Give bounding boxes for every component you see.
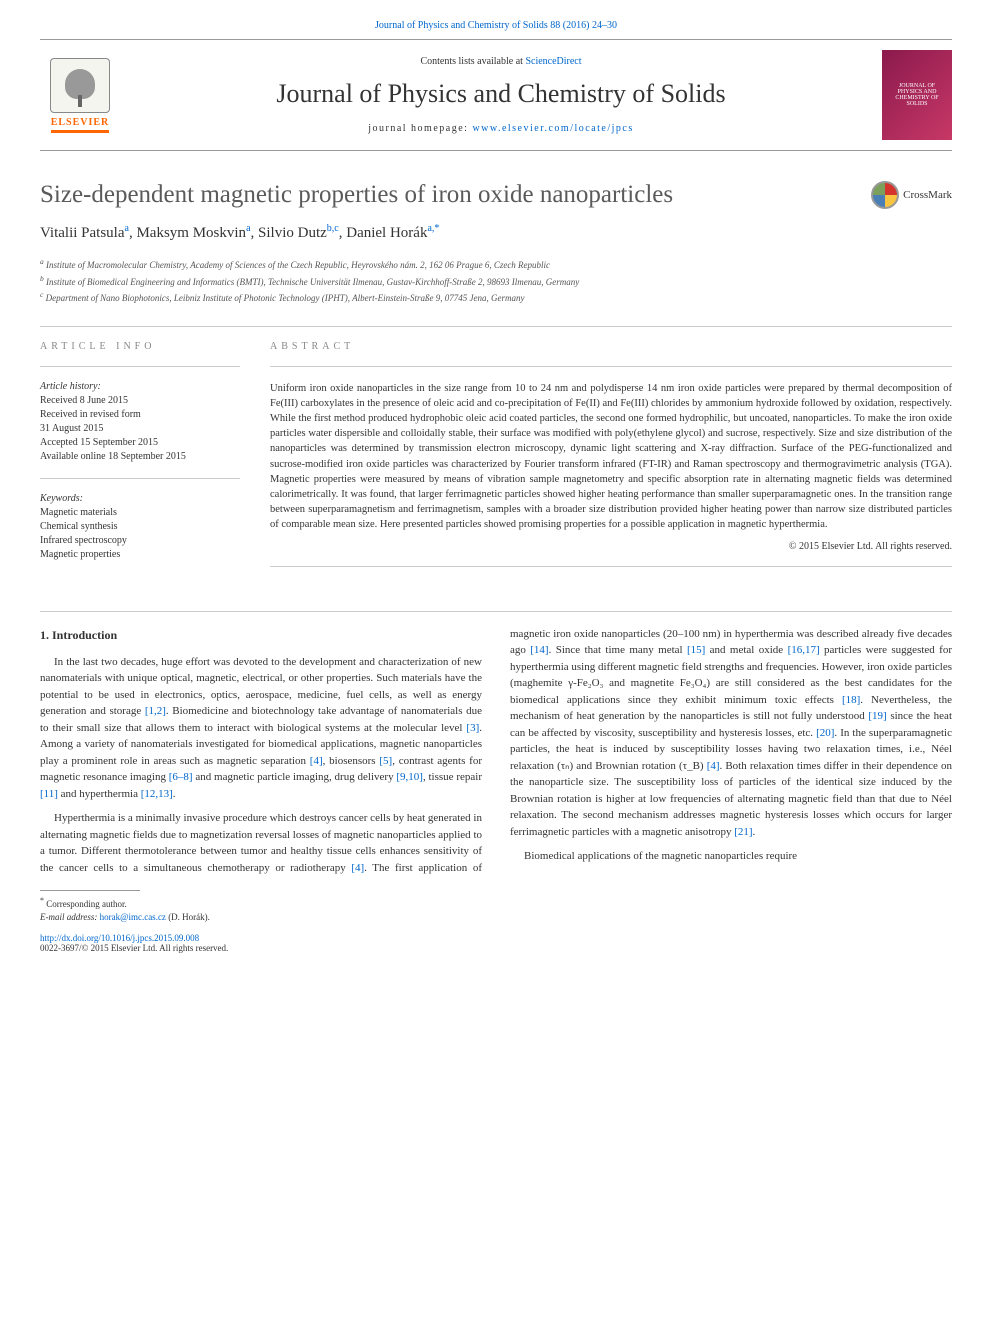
divider [270,366,952,367]
article-body: 1. Introduction In the last two decades,… [40,626,952,877]
info-abstract-row: ARTICLE INFO Article history: Received 8… [40,341,952,581]
author-2-aff[interactable]: a [246,223,250,234]
elsevier-label: ELSEVIER [51,117,110,133]
doi-line: http://dx.doi.org/10.1016/j.jpcs.2015.09… [40,933,952,943]
ref-12-13[interactable]: [12,13] [141,788,173,800]
header-center: Contents lists available at ScienceDirec… [120,56,882,134]
article-info-column: ARTICLE INFO Article history: Received 8… [40,341,240,581]
crossmark-widget[interactable]: CrossMark [871,181,952,209]
history-revised-1: Received in revised form [40,408,240,422]
affiliations: a Institute of Macromolecular Chemistry,… [40,256,952,306]
email-footnote: E-mail address: horak@imc.cas.cz (D. Hor… [40,911,952,924]
divider [40,366,240,367]
ref-21[interactable]: [21] [734,826,752,838]
ref-9-10[interactable]: [9,10] [396,771,423,783]
corr-author-label: Corresponding author. [46,899,127,909]
history-label: Article history: [40,381,240,392]
affiliation-b: b Institute of Biomedical Engineering an… [40,273,952,290]
divider [270,566,952,567]
keyword-1: Magnetic materials [40,506,240,520]
affiliation-c: c Department of Nano Biophotonics, Leibn… [40,289,952,306]
body-para-1: In the last two decades, huge effort was… [40,654,482,803]
ref-16-17[interactable]: [16,17] [788,644,820,656]
elsevier-logo[interactable]: ELSEVIER [40,50,120,140]
contents-line: Contents lists available at ScienceDirec… [120,56,882,67]
ref-1-2[interactable]: [1,2] [145,705,166,717]
homepage-prefix: journal homepage: [368,123,472,134]
body-para-3: Biomedical applications of the magnetic … [510,848,952,865]
journal-title: Journal of Physics and Chemistry of Soli… [120,79,882,109]
abstract-column: ABSTRACT Uniform iron oxide nanoparticle… [270,341,952,581]
history-accepted: Accepted 15 September 2015 [40,436,240,450]
ref-15[interactable]: [15] [687,644,705,656]
issn-line: 0022-3697/© 2015 Elsevier Ltd. All right… [40,943,952,953]
cover-text-top: JOURNAL OF PHYSICS AND [886,83,948,95]
ref-19[interactable]: [19] [868,710,886,722]
ref-18[interactable]: [18] [842,694,860,706]
abstract-text: Uniform iron oxide nanoparticles in the … [270,381,952,533]
ref-11[interactable]: [11] [40,788,58,800]
keyword-3: Infrared spectroscopy [40,534,240,548]
ref-20[interactable]: [20] [816,727,834,739]
article-header: CrossMark Size-dependent magnetic proper… [40,181,952,306]
contents-prefix: Contents lists available at [420,56,525,67]
email-link[interactable]: horak@imc.cas.cz [100,912,166,922]
journal-header-band: ELSEVIER Contents lists available at Sci… [40,39,952,151]
journal-citation-link[interactable]: Journal of Physics and Chemistry of Soli… [375,20,617,31]
history-online: Available online 18 September 2015 [40,450,240,464]
ref-4c[interactable]: [4] [707,760,720,772]
crossmark-icon [871,181,899,209]
history-received: Received 8 June 2015 [40,394,240,408]
email-suffix: (D. Horák). [166,912,210,922]
divider [40,478,240,479]
ref-3[interactable]: [3] [466,722,479,734]
ref-14[interactable]: [14] [530,644,548,656]
journal-cover-thumbnail[interactable]: JOURNAL OF PHYSICS AND CHEMISTRY OF SOLI… [882,50,952,140]
author-list: Vitalii Patsulaa, Maksym Moskvina, Silvi… [40,223,952,242]
affiliation-a: a Institute of Macromolecular Chemistry,… [40,256,952,273]
cover-text-bottom: CHEMISTRY OF SOLIDS [886,95,948,107]
keyword-2: Chemical synthesis [40,520,240,534]
ref-6-8[interactable]: [6–8] [169,771,193,783]
article-title: Size-dependent magnetic properties of ir… [40,181,952,209]
elsevier-tree-icon [50,58,110,113]
divider [40,611,952,612]
homepage-line: journal homepage: www.elsevier.com/locat… [120,123,882,134]
crossmark-label: CrossMark [903,189,952,201]
ref-5[interactable]: [5] [379,755,392,767]
author-4[interactable]: Daniel Horák [346,225,427,241]
history-revised-2: 31 August 2015 [40,422,240,436]
email-label: E-mail address: [40,912,100,922]
article-info-heading: ARTICLE INFO [40,341,240,352]
homepage-link[interactable]: www.elsevier.com/locate/jpcs [472,123,633,134]
author-4-aff[interactable]: a,* [427,223,439,234]
author-1[interactable]: Vitalii Patsula [40,225,125,241]
ref-4b[interactable]: [4] [351,862,364,874]
ref-4a[interactable]: [4] [310,755,323,767]
keywords-label: Keywords: [40,493,240,504]
author-3[interactable]: Silvio Dutz [258,225,327,241]
footnote-separator [40,890,140,891]
author-1-aff[interactable]: a [125,223,129,234]
corresponding-author-footnote: * Corresponding author. [40,895,952,911]
section-heading-intro: 1. Introduction [40,626,482,644]
journal-citation-line: Journal of Physics and Chemistry of Soli… [40,20,952,31]
author-3-aff[interactable]: b,c [327,223,339,234]
sciencedirect-link[interactable]: ScienceDirect [525,56,581,67]
divider [40,326,952,327]
keyword-4: Magnetic properties [40,548,240,562]
doi-link[interactable]: http://dx.doi.org/10.1016/j.jpcs.2015.09… [40,933,199,943]
abstract-heading: ABSTRACT [270,341,952,352]
author-2[interactable]: Maksym Moskvin [136,225,246,241]
abstract-copyright: © 2015 Elsevier Ltd. All rights reserved… [270,541,952,552]
